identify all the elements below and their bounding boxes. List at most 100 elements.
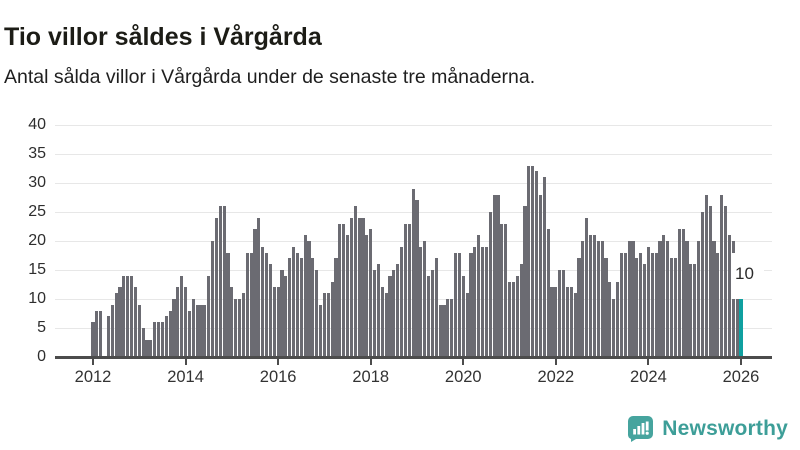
footer-brand-link[interactable]: Newsworthy	[627, 415, 788, 442]
bar	[504, 223, 508, 357]
bar	[295, 252, 299, 357]
bar	[631, 241, 635, 357]
bar	[658, 241, 662, 357]
bar	[477, 235, 481, 357]
y-axis-tick-label: 25	[28, 203, 46, 220]
x-axis-tick-label: 2012	[74, 368, 112, 386]
bar	[415, 200, 419, 357]
bar	[523, 206, 527, 357]
bar	[303, 235, 307, 357]
bar	[334, 258, 338, 357]
bar	[114, 293, 118, 357]
bar	[612, 299, 616, 357]
bar	[592, 235, 596, 357]
bar	[392, 270, 396, 357]
bar	[191, 299, 195, 357]
bar	[565, 287, 569, 357]
bar	[372, 270, 377, 357]
bar	[110, 304, 114, 357]
bar	[326, 293, 330, 357]
bar	[195, 304, 199, 357]
bar	[712, 241, 716, 357]
current-value-label: 10	[731, 253, 764, 299]
bar	[145, 339, 149, 357]
bar	[222, 206, 226, 357]
bar	[396, 264, 400, 357]
bar	[311, 258, 315, 357]
bar	[515, 275, 519, 357]
bar	[176, 287, 180, 357]
y-axis-tick-label: 20	[28, 232, 46, 249]
bar	[210, 241, 215, 357]
bar	[473, 246, 477, 357]
bar	[608, 281, 612, 357]
y-axis-tick-label: 0	[37, 348, 46, 365]
y-axis-tick-label: 10	[28, 290, 46, 307]
bar-current	[739, 299, 743, 357]
x-axis-tick-label: 2020	[444, 368, 482, 386]
bar	[322, 293, 326, 357]
bar	[399, 246, 404, 357]
bar	[604, 258, 608, 357]
bar	[581, 241, 585, 357]
bar	[650, 252, 654, 357]
bar	[569, 287, 573, 357]
bar	[669, 258, 674, 357]
bar	[241, 293, 245, 357]
bar	[315, 270, 319, 357]
x-axis-tick	[277, 358, 280, 365]
bar	[384, 293, 388, 357]
bar	[203, 304, 207, 357]
x-axis-tick	[462, 358, 465, 365]
bar	[234, 299, 238, 357]
bar	[561, 270, 566, 357]
gridline	[55, 153, 772, 155]
bar	[268, 264, 272, 357]
bar	[666, 241, 670, 357]
x-axis-line	[55, 355, 772, 359]
bar	[511, 281, 515, 357]
bar	[118, 287, 122, 357]
bar	[588, 235, 593, 357]
bar	[338, 223, 342, 357]
bar	[480, 246, 485, 357]
bar	[446, 299, 450, 357]
bar	[122, 275, 126, 357]
bar	[280, 270, 284, 357]
bar	[716, 252, 720, 357]
bar	[542, 177, 546, 357]
bar	[700, 212, 704, 357]
bar	[554, 287, 558, 357]
y-axis-tick-label: 30	[28, 174, 46, 191]
bar	[230, 287, 234, 357]
bar	[133, 287, 137, 357]
bar	[434, 258, 438, 357]
bar	[577, 258, 581, 357]
x-axis-tick-label: 2016	[259, 368, 297, 386]
x-axis-tick	[92, 358, 94, 365]
newsworthy-logo-icon	[628, 416, 654, 442]
bar	[461, 275, 465, 357]
bar	[496, 194, 500, 357]
bar	[708, 206, 712, 357]
bar	[723, 206, 728, 357]
bar	[527, 165, 531, 357]
bar	[411, 188, 415, 357]
bar	[426, 275, 431, 357]
bar	[500, 223, 504, 357]
bar	[488, 212, 492, 357]
x-axis-tick	[369, 358, 372, 365]
gridline	[55, 124, 772, 126]
bar	[249, 252, 253, 357]
y-axis-tick-label: 35	[28, 145, 46, 162]
bar	[558, 270, 562, 357]
bar	[365, 235, 369, 357]
bar	[639, 252, 643, 357]
bar	[673, 258, 677, 357]
bar	[546, 229, 550, 357]
bar	[623, 252, 627, 357]
bar	[307, 241, 311, 357]
bar	[450, 299, 454, 357]
bar	[218, 206, 222, 357]
bar	[257, 217, 261, 357]
